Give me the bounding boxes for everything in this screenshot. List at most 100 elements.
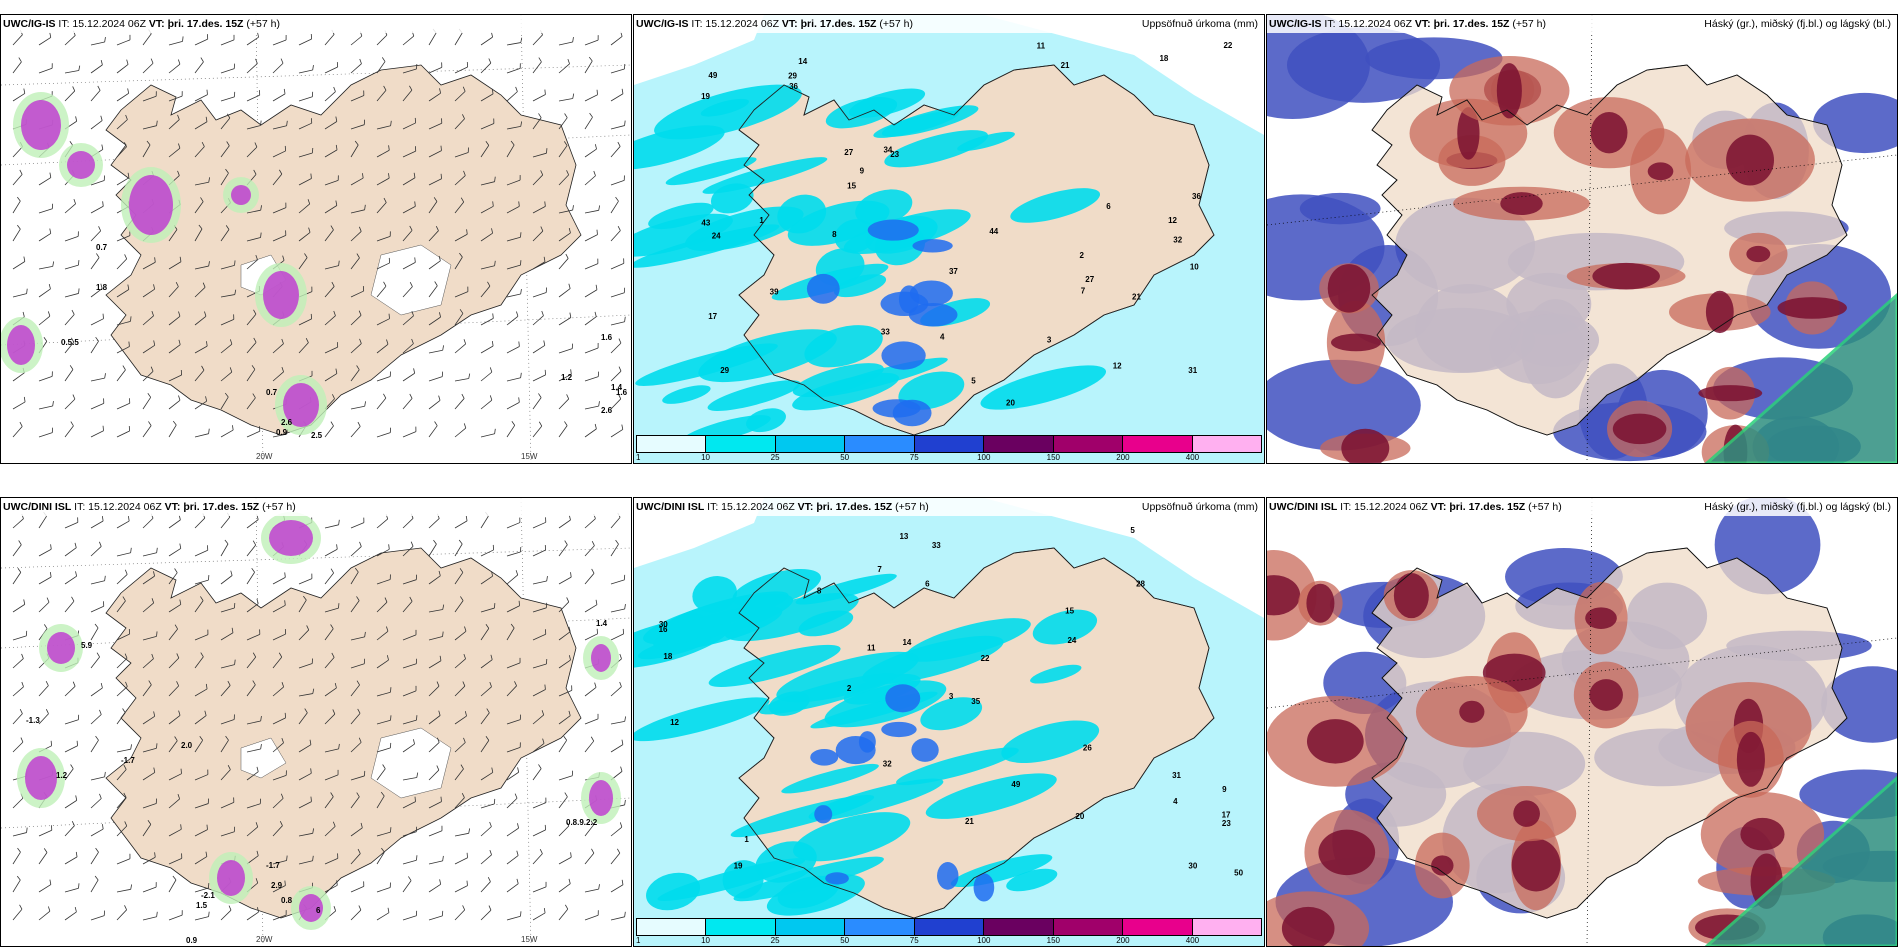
- value-label: 22: [981, 654, 990, 663]
- value-label: 1.4: [611, 383, 623, 392]
- colorbar-swatch: [1123, 919, 1193, 935]
- value-labels: 8301831263533504932302217192021151413121…: [659, 526, 1244, 877]
- lead-time: (+57 h): [1512, 18, 1546, 30]
- panel-ig-wind: 0.7 1.8 0.5.5 0.7 2.6 0.9 2.5 1.2 1.4 1.6 1.6 2.6 20…: [0, 14, 632, 464]
- model-name: UWC/IG-IS: [636, 18, 689, 30]
- frontal-band: [1704, 775, 1897, 946]
- colorbar-swatch: [984, 436, 1054, 452]
- model-name: UWC/DINI ISL: [1269, 501, 1338, 513]
- value-label: 8: [817, 586, 822, 595]
- value-label: 36: [789, 82, 798, 91]
- colorbar-swatch: [637, 919, 707, 935]
- value-label: 11: [1037, 42, 1046, 51]
- value-label: 30: [659, 620, 668, 629]
- panel-header: UWC/DINI ISL IT: 15.12.2024 06Z VT: þri.…: [634, 498, 1264, 516]
- value-label: 14: [902, 638, 911, 647]
- colorbar-tick: 10: [701, 453, 710, 462]
- value-label: 2.0: [181, 741, 193, 750]
- value-label: 21: [965, 817, 974, 826]
- init-time: IT: 15.12.2024 06Z: [1340, 501, 1428, 513]
- colorbar-swatch: [1192, 436, 1261, 452]
- panel-header: UWC/IG-IS IT: 15.12.2024 06Z VT: þri. 17…: [1267, 15, 1897, 33]
- value-label: 1.2: [561, 373, 573, 382]
- colorbar-swatch: [775, 436, 846, 452]
- colorbar-tick: 10: [701, 936, 710, 945]
- map-cloud: [1267, 498, 1897, 946]
- colorbar-swatch: [775, 919, 846, 935]
- cloud-high-mid: [1319, 55, 1847, 463]
- map-cloud: [1267, 15, 1897, 463]
- panel-dini-wind: 5.9 -1.3 -1.7 1.2 2.0 -1.7 2.9 -2.1 1.5 0.8 0.9 1.4…: [0, 497, 632, 947]
- value-label: 1.6: [601, 333, 613, 342]
- model-name: UWC/IG-IS: [3, 18, 56, 30]
- value-label: 43: [701, 219, 710, 228]
- colorbar-swatch: [637, 436, 707, 452]
- field-title: Uppsöfnuð úrkoma (mm): [1141, 501, 1258, 513]
- value-label: 5.9: [81, 641, 93, 650]
- colorbar-swatches: [636, 435, 1262, 453]
- value-label: 15: [847, 181, 856, 190]
- value-label: 22: [1223, 41, 1232, 50]
- field-title: Háský (gr.), miðský (fj.bl.) og lágský (…: [1704, 18, 1891, 30]
- value-label: 14: [798, 57, 807, 66]
- colorbar-tick: 50: [840, 453, 850, 462]
- value-label: 0.9: [276, 428, 288, 437]
- value-label: 21: [1132, 292, 1141, 301]
- panel-ig-precip: 2 32 29 14 23 12 17 21 27 20 19 43 49 31 33 36 37 44 34 39 2…: [633, 14, 1265, 464]
- model-name: UWC/IG-IS: [1269, 18, 1322, 30]
- colorbar-swatch: [706, 919, 776, 935]
- valid-time: þri. 17.des. 15Z: [816, 501, 893, 513]
- value-label: 35: [971, 697, 980, 706]
- colorbar-swatch: [1123, 436, 1193, 452]
- colorbar-tick: 100: [977, 936, 991, 945]
- land: [105, 547, 582, 919]
- model-name: UWC/DINI ISL: [3, 501, 72, 513]
- colorbar-tick: 200: [1116, 453, 1130, 462]
- colorbar-tick: 150: [1046, 936, 1061, 945]
- value-label: 2.6: [601, 406, 613, 415]
- colorbar-tick: 75: [909, 936, 919, 945]
- panel-header: UWC/DINI ISL IT: 15.12.2024 06Z VT: þri.…: [1, 498, 631, 516]
- graticule: [1267, 15, 1897, 463]
- value-labels: 5.9 -1.3 -1.7 1.2 2.0 -1.7 2.9 -2.11.5 0.8 0.9 1.4…: [26, 619, 608, 945]
- value-label: 17: [1222, 810, 1231, 819]
- precip-blobs: [17, 512, 621, 930]
- longitude-label: 15W: [521, 452, 538, 461]
- precip-blobs: [1, 92, 327, 435]
- field-title: Háský (gr.), miðský (fj.bl.) og lágský (…: [1704, 501, 1891, 513]
- value-label: 27: [844, 148, 853, 157]
- colorbar-swatch: [914, 919, 985, 935]
- colorbar-swatch: [1192, 919, 1261, 935]
- value-label: 18: [663, 652, 672, 661]
- valid-time-label: VT:: [797, 501, 814, 513]
- value-label: 8: [832, 230, 837, 239]
- init-time: IT: 15.12.2024 06Z: [74, 501, 162, 513]
- value-label: 21: [1061, 61, 1070, 70]
- init-time: IT: 15.12.2024 06Z: [1324, 18, 1412, 30]
- value-label: 29: [720, 366, 729, 375]
- dry-area: [984, 15, 1264, 135]
- colorbar-swatch: [1053, 436, 1124, 452]
- value-label: 19: [701, 92, 710, 101]
- value-label: 18: [1159, 54, 1168, 63]
- field-title: Uppsöfnuð úrkoma (mm): [1141, 18, 1258, 30]
- value-label: 3: [1047, 336, 1052, 345]
- value-label: 15: [1065, 607, 1074, 616]
- value-label: 0.8: [281, 896, 293, 905]
- colorbar-swatch: [984, 919, 1054, 935]
- coastline: [1371, 64, 1848, 436]
- dry-area: [984, 498, 1264, 618]
- colorbar-tick: 1: [636, 936, 641, 945]
- frontal-band: [1704, 292, 1897, 463]
- value-label: 7: [1081, 286, 1086, 295]
- colorbar-tick: 150: [1046, 453, 1061, 462]
- value-label: 1.6: [616, 388, 628, 397]
- value-label: 26: [1083, 743, 1092, 752]
- longitude-label: 15W: [521, 935, 538, 944]
- value-label: 1.8: [96, 283, 108, 292]
- value-label: 24: [1067, 636, 1076, 645]
- valid-time-label: VT:: [1414, 18, 1431, 30]
- value-label: 9: [1222, 785, 1227, 794]
- colorbar-tick: 50: [840, 936, 850, 945]
- panel-dini-cloud: UWC/DINI ISL IT: 15.12.2024 06Z VT: þri.…: [1266, 497, 1898, 947]
